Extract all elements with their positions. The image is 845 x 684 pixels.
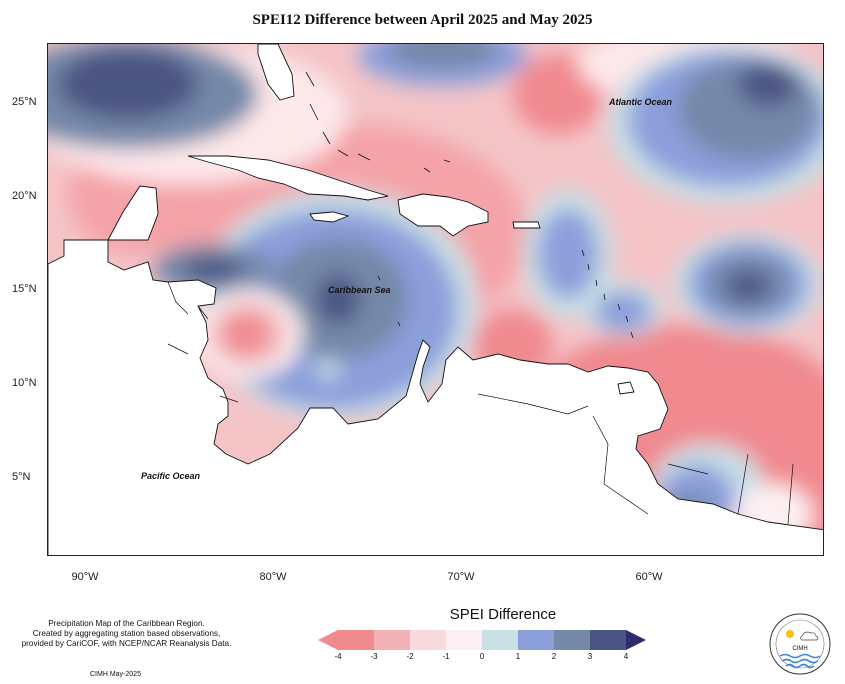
- caribbean-sea-label: Caribbean Sea: [328, 285, 391, 295]
- legend-tick-label: -3: [370, 652, 378, 661]
- legend-tick-label: 4: [623, 652, 629, 661]
- borders: [167, 281, 794, 525]
- spei-map: [48, 44, 823, 555]
- legend-tick-label: -4: [334, 652, 342, 661]
- legend-tick-label: 2: [551, 652, 557, 661]
- sun-icon: [786, 630, 794, 638]
- legend-swatch: [482, 630, 518, 650]
- legend-swatch: [338, 630, 374, 650]
- legend-tick-label: 1: [515, 652, 521, 661]
- legend-title: SPEI Difference: [449, 606, 557, 623]
- lat-label: 10°N: [12, 377, 37, 389]
- legend-swatch: [446, 630, 482, 650]
- legend-arrow-high: [626, 630, 646, 650]
- lon-label: 90°W: [71, 571, 99, 583]
- legend-swatch: [590, 630, 626, 650]
- legend-colorbar: [318, 630, 646, 650]
- hispaniola: [397, 193, 489, 237]
- legend-tick-label: -2: [406, 652, 414, 661]
- trinidad: [617, 381, 635, 395]
- logo-text: CIMH: [792, 646, 807, 652]
- cuba: [187, 155, 389, 201]
- legend-tick-label: 0: [479, 652, 485, 661]
- islands: [305, 71, 634, 339]
- legend-swatch: [410, 630, 446, 650]
- cimh-logo: CIMH: [769, 613, 831, 675]
- florida: [257, 44, 295, 101]
- footnote: Precipitation Map of the Caribbean Regio…: [4, 619, 249, 649]
- lat-label: 25°N: [12, 96, 37, 108]
- legend-tick-label: 3: [587, 652, 593, 661]
- lon-label: 70°W: [447, 571, 475, 583]
- credit-text: CIMH May-2025: [90, 671, 141, 678]
- cloud-icon: [800, 631, 819, 641]
- lat-label: 20°N: [12, 190, 37, 202]
- land-masses: [48, 44, 823, 555]
- legend-swatch: [374, 630, 410, 650]
- puerto-rico: [512, 221, 541, 229]
- central-america: [48, 239, 823, 555]
- lat-label: 5°N: [12, 471, 31, 483]
- lon-label: 60°W: [635, 571, 663, 583]
- footnote-line: provided by CariCOF, with NCEP/NCAR Rean…: [21, 639, 232, 648]
- jamaica: [309, 211, 350, 223]
- map-title: SPEI12 Difference between April 2025 and…: [252, 12, 593, 28]
- atlantic-ocean-label: Atlantic Ocean: [609, 97, 673, 107]
- footnote-line: Created by aggregating station based obs…: [32, 629, 221, 638]
- pacific-ocean-label: Pacific Ocean: [141, 471, 201, 481]
- legend-arrow-low: [318, 630, 338, 650]
- legend-swatch: [518, 630, 554, 650]
- footnote-line: Precipitation Map of the Caribbean Regio…: [48, 619, 205, 628]
- map-panel[interactable]: [47, 43, 824, 556]
- legend-swatch: [554, 630, 590, 650]
- lat-label: 15°N: [12, 283, 37, 295]
- lon-label: 80°W: [259, 571, 287, 583]
- legend-tick-label: -1: [442, 652, 450, 661]
- yucatan: [107, 185, 159, 241]
- water-icon: [779, 653, 821, 669]
